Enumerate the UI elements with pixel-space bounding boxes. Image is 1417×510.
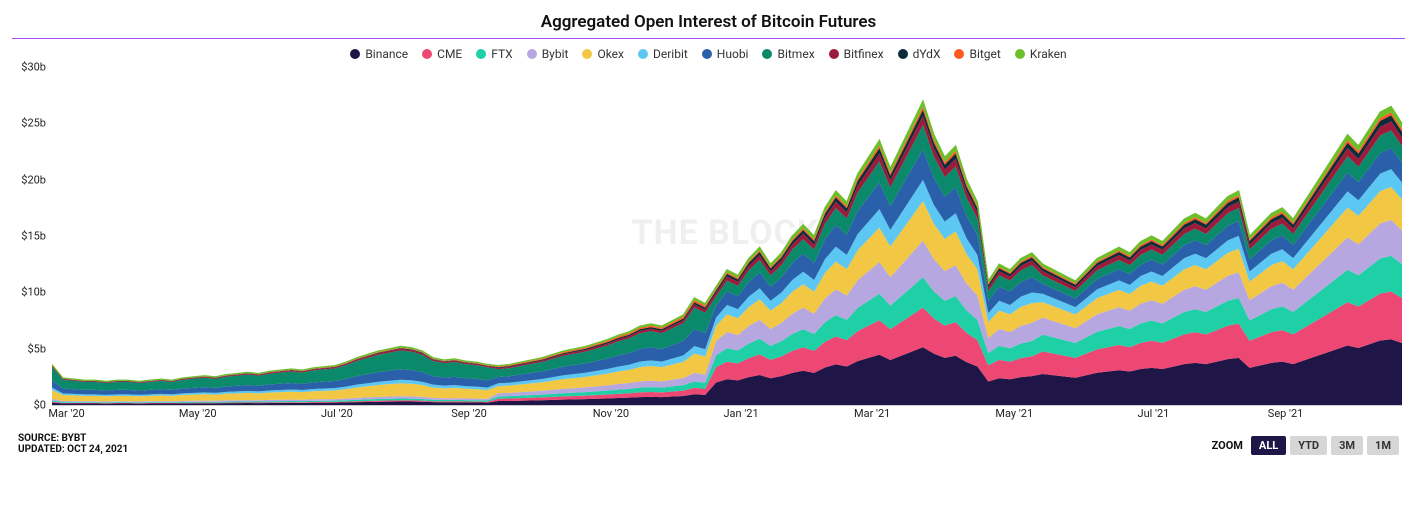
legend-item[interactable]: Bybit — [527, 47, 569, 61]
x-tick-label: Jan '21 — [723, 407, 758, 420]
x-tick-label: Mar '20 — [48, 407, 84, 420]
zoom-label: ZOOM — [1212, 439, 1243, 452]
x-tick-label: May '21 — [995, 407, 1033, 420]
legend-item[interactable]: Binance — [350, 47, 408, 61]
plot-area: THE BLOCK $0$5b$10b$15b$20b$25b$30b Mar … — [52, 67, 1399, 427]
legend-item[interactable]: Bitmex — [762, 47, 814, 61]
legend-swatch — [1015, 49, 1025, 59]
divider — [12, 38, 1405, 39]
legend-swatch — [476, 49, 486, 59]
y-tick-label: $15b — [21, 230, 46, 243]
footer: SOURCE: BYBT UPDATED: OCT 24, 2021 ZOOM … — [12, 433, 1405, 455]
legend-item[interactable]: Bitfinex — [829, 47, 884, 61]
legend-label: Kraken — [1030, 47, 1067, 61]
y-tick-label: $25b — [21, 117, 46, 130]
legend-item[interactable]: Kraken — [1015, 47, 1067, 61]
x-tick-label: May '20 — [179, 407, 217, 420]
updated-label: UPDATED: OCT 24, 2021 — [18, 444, 128, 455]
y-tick-label: $20b — [21, 173, 46, 186]
stacked-area-svg — [52, 67, 1402, 407]
legend-swatch — [422, 49, 432, 59]
legend-swatch — [898, 49, 908, 59]
legend-label: dYdX — [913, 47, 941, 61]
legend-item[interactable]: Deribit — [638, 47, 688, 61]
legend-label: Binance — [365, 47, 408, 61]
legend-item[interactable]: Okex — [582, 47, 624, 61]
x-tick-label: Nov '20 — [593, 407, 629, 420]
legend-swatch — [638, 49, 648, 59]
zoom-button-ytd[interactable]: YTD — [1290, 436, 1327, 455]
legend-label: CME — [437, 47, 462, 61]
footer-meta: SOURCE: BYBT UPDATED: OCT 24, 2021 — [18, 433, 128, 455]
y-tick-label: $30b — [21, 61, 46, 74]
zoom-button-1m[interactable]: 1M — [1367, 436, 1399, 455]
source-label: SOURCE: BYBT — [18, 433, 128, 444]
legend-swatch — [762, 49, 772, 59]
legend-label: Deribit — [653, 47, 688, 61]
zoom-button-3m[interactable]: 3M — [1331, 436, 1363, 455]
chart-container: { "title": "Aggregated Open Interest of … — [0, 0, 1417, 510]
x-tick-label: Mar '21 — [854, 407, 890, 420]
legend-item[interactable]: Huobi — [702, 47, 749, 61]
legend-label: Bitmex — [777, 47, 814, 61]
legend-swatch — [829, 49, 839, 59]
legend-label: FTX — [491, 47, 512, 61]
legend: Binance CME FTX Bybit Okex Deribit Huobi Bitmex… — [12, 47, 1405, 61]
y-tick-label: $10b — [21, 286, 46, 299]
y-tick-label: $0 — [34, 399, 46, 412]
y-tick-label: $5b — [27, 342, 46, 355]
legend-swatch — [582, 49, 592, 59]
zoom-controls: ZOOM ALLYTD3M1M — [1212, 436, 1399, 455]
x-axis-labels: Mar '20May '20Jul '20Sep '20Nov '20Jan '… — [52, 407, 1399, 427]
legend-label: Okex — [597, 47, 624, 61]
legend-swatch — [702, 49, 712, 59]
legend-label: Bitfinex — [844, 47, 884, 61]
legend-label: Bitget — [969, 47, 1000, 61]
legend-item[interactable]: CME — [422, 47, 462, 61]
legend-label: Huobi — [717, 47, 749, 61]
legend-item[interactable]: Bitget — [954, 47, 1000, 61]
legend-swatch — [954, 49, 964, 59]
legend-swatch — [527, 49, 537, 59]
x-tick-label: Sep '21 — [1268, 407, 1304, 420]
legend-swatch — [350, 49, 360, 59]
zoom-button-all[interactable]: ALL — [1251, 436, 1286, 455]
chart-title: Aggregated Open Interest of Bitcoin Futu… — [12, 12, 1405, 32]
x-tick-label: Jul '20 — [321, 407, 353, 420]
legend-item[interactable]: FTX — [476, 47, 512, 61]
legend-item[interactable]: dYdX — [898, 47, 941, 61]
legend-label: Bybit — [542, 47, 569, 61]
y-axis-labels: $0$5b$10b$15b$20b$25b$30b — [12, 67, 48, 405]
x-tick-label: Jul '21 — [1138, 407, 1170, 420]
x-tick-label: Sep '20 — [451, 407, 487, 420]
